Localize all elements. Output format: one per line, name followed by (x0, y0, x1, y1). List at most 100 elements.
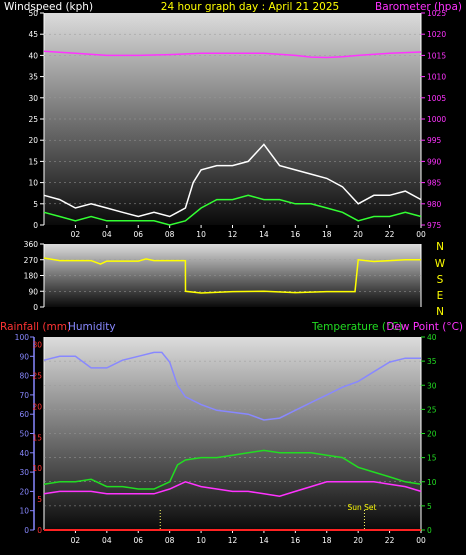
x-tick-label: 06 (133, 536, 143, 545)
sunset-label: Sun Set (348, 503, 377, 512)
x-tick-label: 22 (385, 536, 395, 545)
y-tick-label: 5 (33, 200, 38, 209)
x-tick-label: 02 (71, 536, 81, 545)
right-tick-label: 975 (427, 221, 442, 230)
y-tick-label: 270 (24, 256, 39, 265)
right-tick-label: 15 (427, 454, 437, 463)
x-tick-label: 12 (228, 536, 238, 545)
x-tick-label: 10 (196, 536, 206, 545)
right-tick-label: 990 (427, 157, 442, 166)
wind-average-line (43, 194, 422, 226)
humidity-tick-label: 30 (19, 468, 29, 477)
humidity-tick-label: 70 (19, 391, 29, 400)
barometer-title: Barometer (hpa) (375, 1, 462, 13)
compass-label: N (436, 306, 444, 318)
x-tick-label: 02 (71, 230, 81, 239)
humidity-tick-label: 40 (19, 449, 29, 458)
humidity-tick-label: 60 (19, 410, 29, 419)
x-tick-label: 20 (353, 230, 363, 239)
rain-tick-label: 0 (37, 526, 42, 535)
rain-tick-label: 10 (32, 464, 42, 473)
x-tick-label: 14 (259, 536, 269, 545)
y-tick-label: 20 (28, 136, 38, 145)
right-tick-label: 40 (427, 333, 437, 342)
humidity-tick-label: 50 (19, 430, 29, 439)
humidity-tick-label: 90 (19, 352, 29, 361)
windspeed-title: Windspeed (kph) (4, 1, 93, 13)
right-tick-label: 1020 (427, 30, 446, 39)
y-tick-label: 10 (28, 179, 38, 188)
x-tick-label: 16 (291, 230, 301, 239)
humidity-label: Humidity (68, 321, 116, 333)
y-tick-label: 35 (28, 73, 38, 82)
right-tick-label: 5 (427, 502, 432, 511)
x-tick-label: 12 (228, 230, 238, 239)
x-tick-label: 00 (416, 230, 426, 239)
humidity-tick-label: 0 (24, 526, 29, 535)
rain-tick-label: 30 (32, 341, 42, 350)
right-tick-label: 10 (427, 478, 437, 487)
x-tick-label: 18 (322, 536, 332, 545)
right-tick-label: 35 (427, 357, 437, 366)
wind-gust-line (43, 143, 422, 218)
wind-direction-line (43, 257, 421, 294)
temperature-line (43, 449, 422, 490)
rain-tick-label: 15 (32, 433, 42, 442)
right-tick-label: 30 (427, 381, 437, 390)
right-tick-label: 1025 (427, 9, 446, 18)
x-tick-label: 18 (322, 230, 332, 239)
y-tick-label: 25 (28, 115, 38, 124)
x-tick-label: 16 (291, 536, 301, 545)
right-tick-label: 995 (427, 136, 442, 145)
y-tick-label: 360 (24, 240, 39, 249)
x-tick-label: 14 (259, 230, 269, 239)
right-tick-label: 1015 (427, 51, 446, 60)
x-tick-label: 00 (416, 536, 426, 545)
right-tick-label: 980 (427, 200, 442, 209)
wind-panel (44, 13, 421, 225)
y-tick-label: 30 (28, 94, 38, 103)
right-tick-label: 1005 (427, 94, 446, 103)
rain-tick-label: 20 (32, 402, 42, 411)
humidity-tick-label: 20 (19, 487, 29, 496)
right-tick-label: 1010 (427, 73, 446, 82)
right-tick-label: 20 (427, 430, 437, 439)
compass-labels: N W S E N (435, 241, 446, 318)
right-tick-label: 25 (427, 405, 437, 414)
x-tick-label: 08 (165, 536, 175, 545)
graph-title: 24 hour graph day : April 21 2025 (161, 1, 339, 13)
compass-label: N (436, 241, 444, 253)
compass-label: W (435, 258, 446, 270)
right-tick-label: 1000 (427, 115, 446, 124)
y-tick-label: 90 (28, 287, 38, 296)
right-tick-label: 0 (427, 526, 432, 535)
temperature-label: Temperature (°C) (311, 321, 403, 333)
x-tick-label: 10 (196, 230, 206, 239)
x-tick-label: 08 (165, 230, 175, 239)
right-tick-label: 985 (427, 179, 442, 188)
rain-tick-label: 5 (37, 495, 42, 504)
y-tick-label: 0 (33, 303, 38, 312)
x-tick-label: 04 (102, 536, 112, 545)
x-tick-label: 06 (133, 230, 143, 239)
x-tick-label: 22 (385, 230, 395, 239)
compass-label: E (437, 290, 444, 302)
temperature-panel (44, 337, 421, 530)
compass-label: S (437, 274, 444, 286)
direction-panel (44, 244, 421, 307)
rainfall-label: Rainfall (mm) (0, 321, 71, 333)
humidity-line (43, 351, 421, 421)
y-tick-label: 40 (28, 51, 38, 60)
x-tick-label: 04 (102, 230, 112, 239)
y-tick-label: 0 (33, 221, 38, 230)
humidity-tick-label: 10 (19, 507, 29, 516)
y-tick-label: 50 (28, 9, 38, 18)
y-tick-label: 45 (28, 30, 38, 39)
dewpoint-line (43, 480, 422, 497)
humidity-tick-label: 80 (19, 372, 29, 381)
dewpoint-label: Dew Point (°C) (386, 321, 463, 333)
barometer-line (43, 50, 422, 59)
x-tick-label: 20 (353, 536, 363, 545)
humidity-tick-label: 100 (15, 333, 30, 342)
